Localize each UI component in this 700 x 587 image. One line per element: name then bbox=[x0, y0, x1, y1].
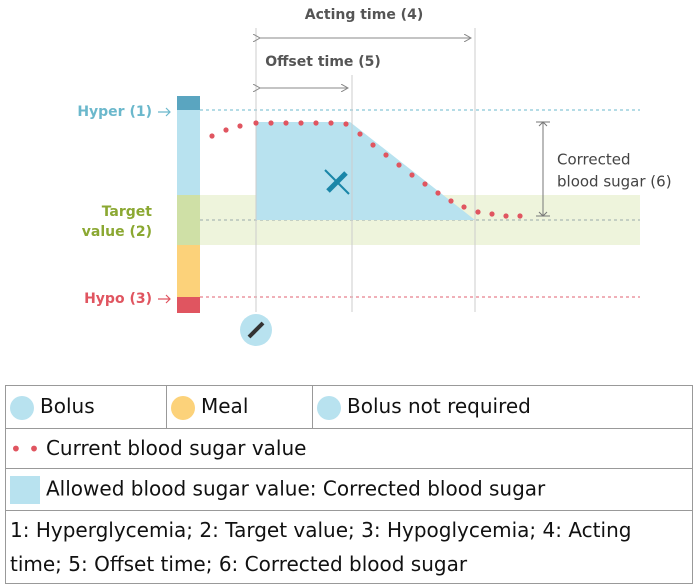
key-text: time; 5: Offset time; 6: Corrected blood… bbox=[10, 552, 468, 576]
legend-text: Allowed blood sugar value: Corrected blo… bbox=[46, 476, 546, 500]
corrected-label: blood sugar (6) bbox=[557, 173, 672, 191]
legend-text: Current blood sugar value bbox=[45, 435, 307, 460]
blood-sugar-dots bbox=[209, 120, 523, 219]
legend-cell: Bolus bbox=[5, 385, 167, 429]
legend-table: Bolus Meal Bolus not required • • Current… bbox=[5, 385, 693, 584]
legend-cell: • • Current blood sugar value bbox=[5, 428, 693, 469]
target-label: value (2) bbox=[82, 224, 152, 240]
hyper-label: Hyper (1) bbox=[77, 104, 152, 120]
allowed-area bbox=[256, 122, 475, 220]
legend-text: Bolus not required bbox=[347, 394, 531, 419]
time-lines bbox=[255, 28, 476, 312]
offset-label: Offset time (5) bbox=[265, 54, 381, 70]
legend-cell: 1: Hyperglycemia; 2: Target value; 3: Hy… bbox=[5, 510, 693, 584]
syringe bbox=[247, 321, 265, 339]
legend-cell: Bolus not required bbox=[312, 385, 693, 429]
legend-cell: Meal bbox=[166, 385, 313, 429]
diagram: Acting time (4) Offset time (5) Hyper (1… bbox=[77, 7, 672, 346]
legend-cell: Allowed blood sugar value: Corrected blo… bbox=[5, 468, 693, 511]
hypo-label: Hypo (3) bbox=[84, 291, 152, 307]
key-text: 1: Hyperglycemia; 2: Target value; 3: Hy… bbox=[10, 518, 632, 542]
corrected-arrow bbox=[536, 121, 550, 217]
legend-text: Meal bbox=[201, 394, 249, 419]
target-label: Target bbox=[102, 204, 153, 220]
legend-text: Bolus bbox=[40, 394, 95, 419]
no-bolus-icon bbox=[324, 169, 350, 195]
label-arrows bbox=[158, 107, 171, 304]
corrected-label: Corrected bbox=[557, 151, 631, 169]
acting-label: Acting time (4) bbox=[305, 7, 423, 23]
